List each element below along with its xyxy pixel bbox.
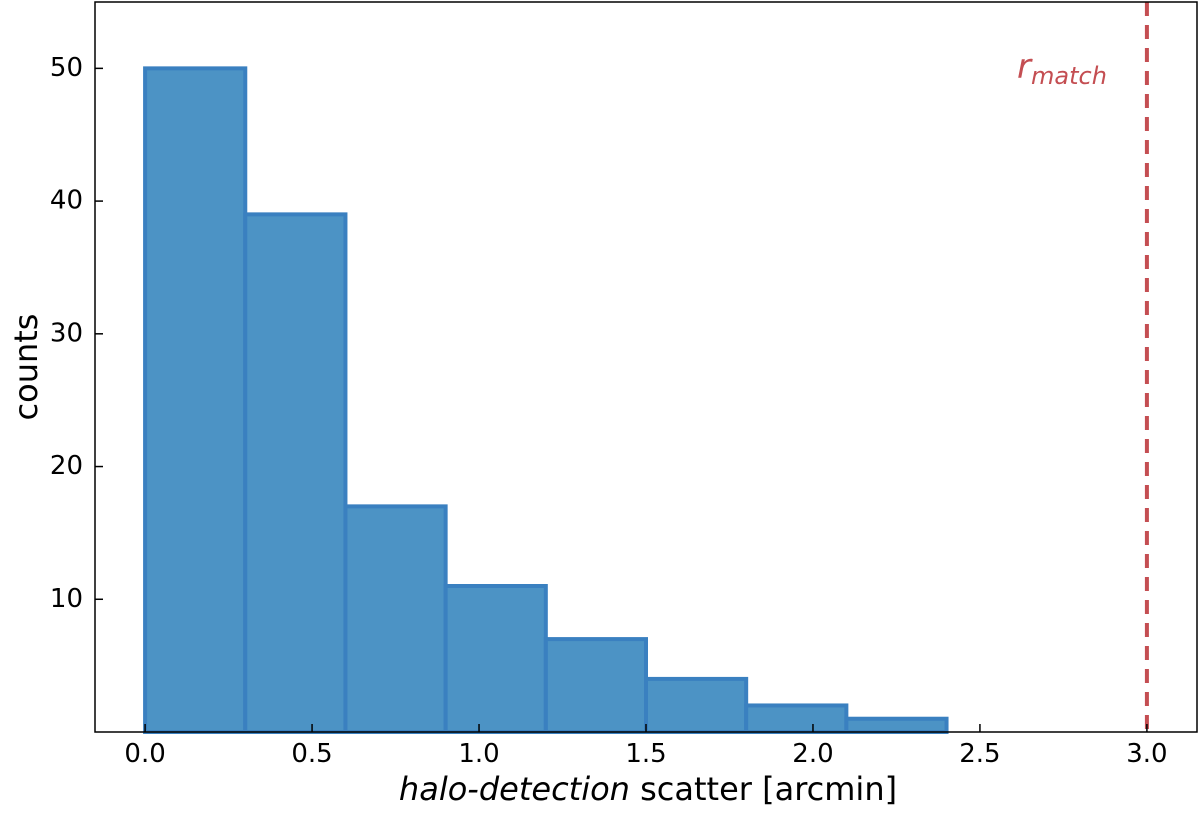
x-tick-label: 1.0 [458, 739, 499, 769]
bar [143, 66, 248, 734]
x-tick-label: 0.5 [291, 739, 332, 769]
y-axis-label: counts [7, 314, 45, 421]
bar [543, 637, 648, 734]
x-label-rest: scatter [arcmin] [640, 770, 897, 808]
y-tick-label: 50 [50, 53, 83, 83]
x-tick-label: 0.0 [124, 739, 165, 769]
bar [243, 212, 348, 734]
y-tick-label: 40 [50, 186, 83, 216]
bar [844, 716, 949, 735]
threshold-label-sub: match [1031, 62, 1107, 90]
x-tick-label: 2.0 [792, 739, 833, 769]
threshold-label-main: r [1017, 47, 1033, 87]
y-tick-label: 20 [50, 451, 83, 481]
threshold-label: rmatch [1017, 47, 1107, 90]
x-tick-label: 1.5 [625, 739, 666, 769]
bar [644, 676, 749, 735]
bar [443, 584, 548, 734]
x-tick-label: 2.5 [959, 739, 1000, 769]
y-tick-label: 30 [50, 318, 83, 348]
x-tick-label: 3.0 [1126, 739, 1167, 769]
x-axis-label: halo-detection scatter [arcmin] [399, 770, 897, 808]
x-label-italic: halo-detection [399, 770, 630, 808]
bar [744, 703, 849, 734]
bar [343, 504, 448, 735]
y-tick-label: 10 [50, 584, 83, 614]
